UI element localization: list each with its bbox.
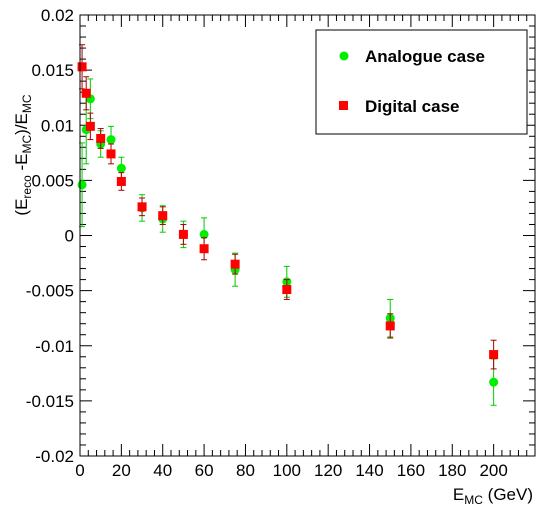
y-tick-label: -0.005 bbox=[26, 282, 74, 301]
analogue-point bbox=[77, 142, 87, 228]
x-tick-label: 120 bbox=[314, 461, 342, 480]
legend-box bbox=[315, 29, 528, 135]
analogue-marker bbox=[199, 229, 209, 239]
digital-marker bbox=[137, 202, 147, 212]
digital-point bbox=[158, 206, 168, 225]
digital-point bbox=[489, 339, 499, 370]
analogue-marker bbox=[116, 163, 126, 173]
x-tick-label: 20 bbox=[112, 461, 131, 480]
legend-label-analogue: Analogue case bbox=[365, 47, 485, 66]
digital-marker bbox=[282, 285, 292, 295]
analogue-marker bbox=[77, 180, 87, 190]
digital-point bbox=[385, 313, 395, 339]
x-tick-label: 200 bbox=[479, 461, 507, 480]
digital-marker bbox=[85, 121, 95, 131]
digital-point bbox=[137, 197, 147, 217]
x-tick-label: 140 bbox=[355, 461, 383, 480]
x-tick-label: 0 bbox=[75, 461, 84, 480]
x-tick-label: 180 bbox=[438, 461, 466, 480]
digital-marker bbox=[199, 244, 209, 254]
y-title-part-2: -E bbox=[12, 154, 31, 176]
y-tick-label: 0.02 bbox=[41, 6, 74, 25]
digital-marker bbox=[77, 62, 87, 72]
digital-marker bbox=[385, 321, 395, 331]
y-title-part-3: )/E bbox=[12, 113, 31, 135]
digital-marker bbox=[489, 350, 499, 360]
x-tick-label: 160 bbox=[397, 461, 425, 480]
digital-marker bbox=[116, 176, 126, 186]
y-axis-title: (Ereco -EMC)/EMC bbox=[12, 94, 34, 215]
digital-marker bbox=[106, 149, 116, 159]
x-title-sub: MC bbox=[464, 493, 483, 507]
x-axis-title: EMC (GeV) bbox=[453, 485, 533, 507]
digital-point bbox=[106, 143, 116, 165]
x-tick-label: 80 bbox=[236, 461, 255, 480]
y-title-part-1: (E bbox=[12, 199, 31, 216]
y-tick-label: -0.015 bbox=[26, 392, 74, 411]
digital-point bbox=[85, 112, 95, 141]
y-tick-label: 0.01 bbox=[41, 116, 74, 135]
legend: Analogue case Digital case bbox=[315, 29, 528, 135]
digital-point bbox=[81, 76, 91, 111]
y-tick-label: 0.015 bbox=[31, 61, 74, 80]
y-title-sub-3: MC bbox=[20, 94, 34, 113]
x-title-main: E bbox=[453, 485, 464, 504]
y-title-sub-2: MC bbox=[20, 135, 34, 154]
x-tick-label: 60 bbox=[195, 461, 214, 480]
analogue-marker bbox=[489, 377, 499, 387]
digital-point bbox=[96, 128, 106, 149]
x-tick-label: 40 bbox=[153, 461, 172, 480]
legend-marker-digital bbox=[339, 101, 348, 110]
y-tick-label: -0.02 bbox=[35, 447, 74, 466]
y-title-sub-1: reco bbox=[20, 175, 34, 199]
y-tick-label: 0 bbox=[65, 227, 74, 246]
y-tick-label: -0.01 bbox=[35, 337, 74, 356]
digital-point bbox=[230, 253, 240, 275]
legend-label-digital: Digital case bbox=[365, 97, 460, 116]
digital-marker bbox=[81, 88, 91, 98]
data-markers bbox=[77, 44, 499, 406]
digital-marker bbox=[230, 259, 240, 269]
plot-frame bbox=[79, 14, 536, 457]
axis-ticks: 0 20 40 60 80 100 120 140 160 180 200 -0.02 -0.015 -0… bbox=[26, 6, 535, 480]
digital-point bbox=[178, 223, 188, 245]
digital-marker bbox=[96, 133, 106, 143]
y-tick-label: 0.005 bbox=[31, 171, 74, 190]
legend-marker-analogue bbox=[339, 51, 349, 61]
analogue-marker bbox=[106, 135, 116, 145]
digital-point bbox=[199, 237, 209, 261]
digital-point bbox=[116, 172, 126, 191]
digital-point bbox=[77, 44, 87, 90]
x-tick-label: 100 bbox=[273, 461, 301, 480]
digital-marker bbox=[158, 211, 168, 221]
digital-marker bbox=[178, 229, 188, 239]
digital-point bbox=[282, 279, 292, 300]
x-title-unit: (GeV) bbox=[483, 485, 533, 504]
